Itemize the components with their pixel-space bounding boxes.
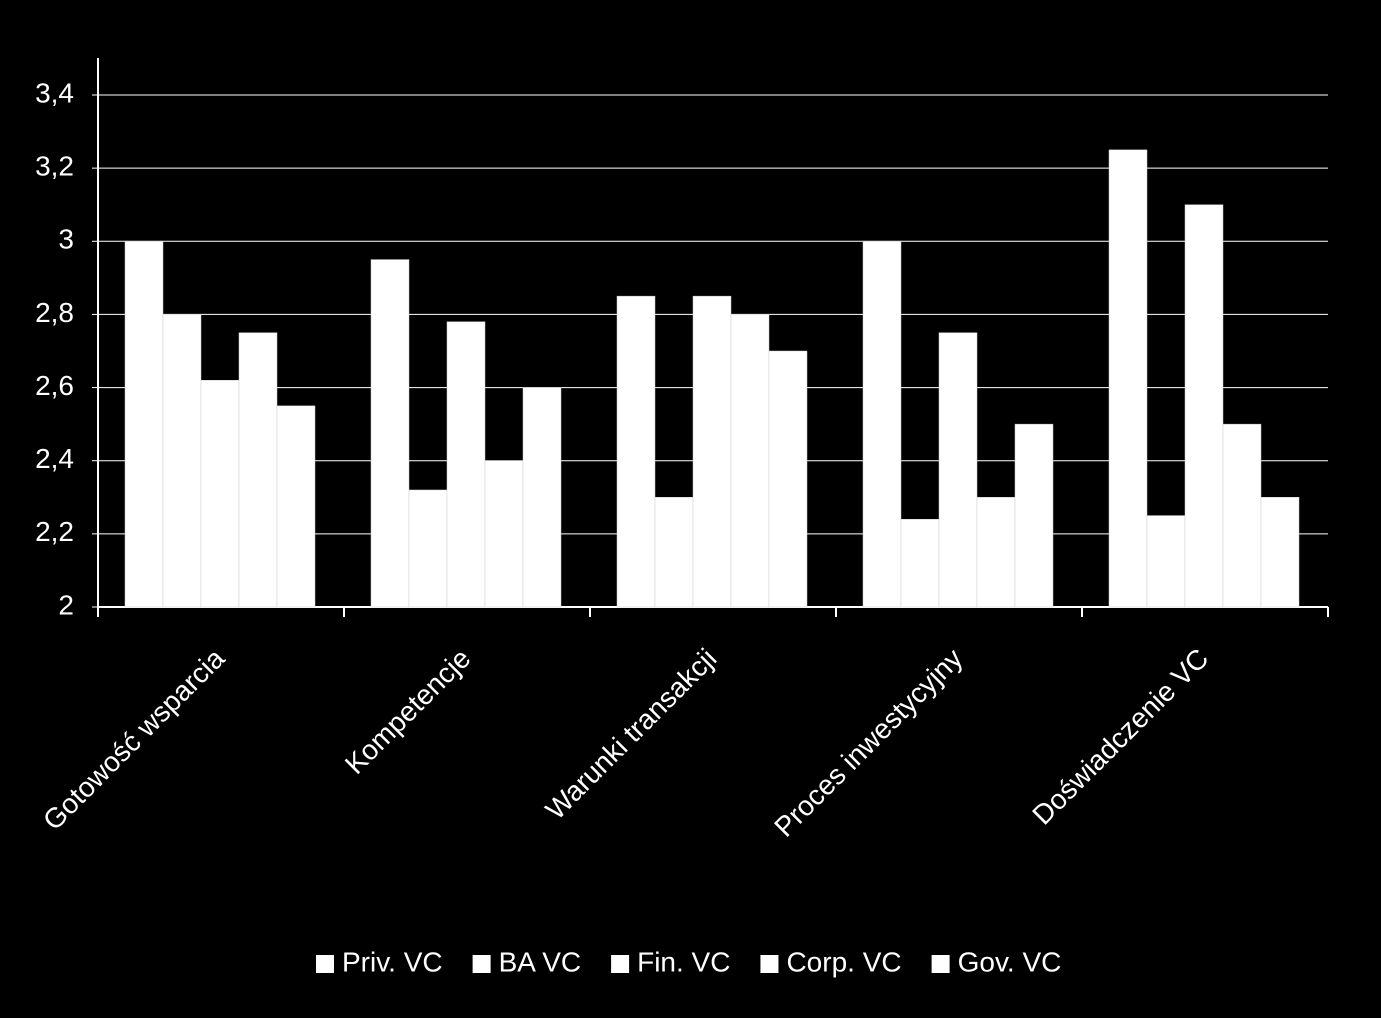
bar <box>730 314 770 608</box>
x-tick-label: Kompetencje <box>339 643 476 780</box>
bar <box>1184 204 1224 608</box>
bar <box>370 259 410 608</box>
y-tick-label: 3,4 <box>35 77 74 108</box>
bar <box>1260 497 1300 608</box>
legend-label: Gov. VC <box>958 946 1062 977</box>
y-tick-label: 2,4 <box>35 443 74 474</box>
bar <box>616 295 656 608</box>
y-tick-label: 2,8 <box>35 297 74 328</box>
x-tick-label: Doświadczenie VC <box>1026 643 1214 831</box>
bar <box>522 387 562 608</box>
bar <box>446 321 486 608</box>
legend-swatch <box>472 955 491 973</box>
x-tick-label: Warunki transakcji <box>540 643 723 826</box>
bar <box>1222 423 1262 608</box>
bar <box>900 518 940 608</box>
y-tick-label: 3 <box>58 224 74 255</box>
y-tick-label: 2 <box>58 589 74 620</box>
legend-swatch <box>316 955 334 973</box>
bar <box>124 241 164 608</box>
bar <box>862 241 902 608</box>
legend-label: Corp. VC <box>786 946 901 977</box>
y-tick-label: 3,2 <box>35 151 74 182</box>
bar <box>1108 149 1148 608</box>
bar <box>692 295 732 608</box>
bar <box>768 350 808 608</box>
bar <box>200 380 240 608</box>
legend-swatch <box>760 955 779 973</box>
legend-label: Fin. VC <box>637 946 730 977</box>
bar <box>238 332 278 608</box>
x-tick-label: Proces inwestycyjny <box>768 643 968 843</box>
bar <box>484 460 524 608</box>
bar <box>276 405 316 608</box>
legend-label: Priv. VC <box>342 946 443 977</box>
bar <box>1014 423 1054 608</box>
bar <box>162 314 202 608</box>
bar <box>976 497 1016 608</box>
y-tick-label: 2,2 <box>35 516 74 547</box>
legend-swatch <box>611 955 630 973</box>
legend-label: BA VC <box>499 946 581 977</box>
bar <box>1146 515 1186 608</box>
x-tick-label: Gotowość wsparcia <box>37 642 231 836</box>
bar <box>938 332 978 608</box>
bar <box>654 497 694 608</box>
y-tick-label: 2,6 <box>35 370 74 401</box>
legend-swatch <box>931 955 950 973</box>
bar <box>408 489 448 608</box>
